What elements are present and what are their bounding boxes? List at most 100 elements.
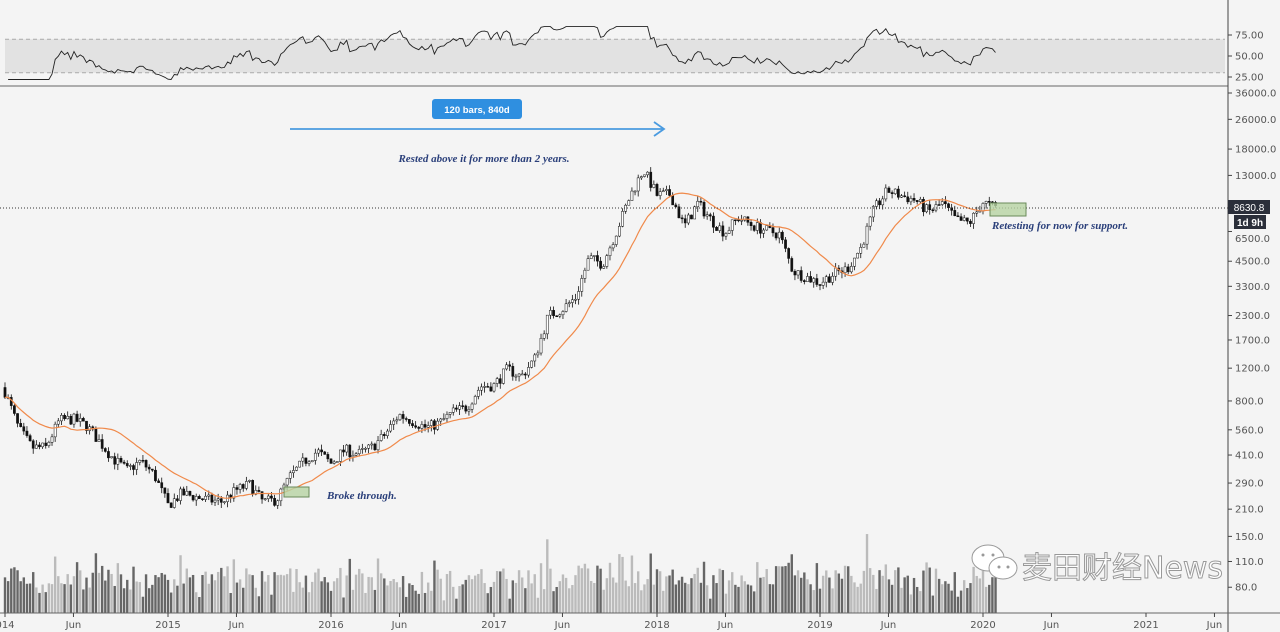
volume-bar (6, 581, 10, 613)
candle-body (583, 269, 587, 279)
candle-body (712, 215, 715, 228)
volume-bar (646, 579, 649, 613)
volume-bar (383, 578, 386, 613)
volume-bar (583, 563, 587, 613)
volume-bars (3, 534, 997, 613)
volume-bar (781, 566, 784, 613)
volume-bar (984, 586, 988, 613)
volume-bar (483, 583, 486, 613)
candle-body (3, 387, 7, 398)
candle-body (956, 215, 960, 218)
volume-bar (210, 574, 214, 613)
volume-bar (10, 568, 13, 613)
candle-body (621, 211, 624, 227)
volume-bar (589, 580, 593, 613)
price-tick-label: 410.0 (1235, 451, 1264, 462)
price-axis[interactable] (1228, 0, 1280, 632)
volume-bar (718, 568, 721, 613)
candle-body (370, 443, 374, 446)
candle-body (382, 434, 386, 436)
candle-body (44, 442, 48, 446)
volume-bar (144, 574, 148, 613)
volume-bar (746, 584, 750, 613)
candle-body (755, 222, 759, 231)
volume-bar (351, 589, 355, 613)
retest-box[interactable] (989, 202, 1027, 217)
volume-bar (323, 577, 326, 613)
volume-bar (19, 581, 22, 613)
candle-body (107, 451, 110, 459)
candle-body (292, 470, 295, 474)
price-tick-label: 36000.0 (1235, 89, 1276, 100)
breakout-box[interactable] (283, 486, 310, 498)
volume-bar (843, 565, 847, 613)
volume-bar (890, 584, 894, 613)
candle-body (793, 271, 797, 276)
measure-label-box[interactable] (432, 99, 522, 119)
volume-bar (599, 568, 602, 613)
candle-body (665, 189, 668, 192)
volume-bar (94, 553, 98, 613)
candle-body (379, 434, 383, 441)
volume-bar (643, 584, 646, 613)
time-axis-ticks[interactable]: 014 Jun 2015 Jun 2016 Jun 2017 Jun 2018 Jun 2019 Ju… (0, 613, 1222, 631)
volume-bar (731, 572, 734, 613)
volume-bar (329, 590, 333, 613)
countdown-badge (1234, 215, 1266, 229)
candle-body (655, 184, 659, 196)
candle-body (141, 459, 145, 462)
volume-bar (276, 575, 279, 613)
candle-body (928, 204, 932, 211)
candle-body (834, 267, 838, 277)
candle-body (66, 415, 70, 420)
volume-bar (320, 581, 323, 613)
volume-bar (470, 579, 474, 613)
candle-body (60, 415, 63, 422)
volume-bar (263, 581, 267, 613)
candle-body (737, 219, 740, 222)
volume-bar (248, 574, 251, 613)
volume-bar (25, 583, 29, 613)
candle-body (658, 191, 662, 196)
volume-bar (307, 592, 311, 613)
candle-body (414, 425, 417, 428)
candle-body (592, 255, 596, 257)
candle-body (856, 253, 859, 259)
candle-body (298, 460, 302, 468)
candle-body (113, 456, 117, 465)
volume-bar (605, 578, 609, 613)
candle-body (730, 219, 734, 231)
time-tick-label: 2018 (644, 620, 669, 631)
candle-body (401, 414, 405, 419)
volume-bar (881, 575, 884, 613)
volume-bar (188, 577, 192, 613)
candle-body (426, 425, 430, 428)
volume-bar (326, 582, 330, 613)
volume-bar (223, 576, 226, 613)
volume-bar (72, 576, 76, 613)
price-tick-label: 6500.0 (1235, 234, 1270, 245)
time-tick-label: Jun (1206, 620, 1223, 631)
volume-bar (596, 565, 599, 613)
candle-body (589, 255, 593, 259)
volume-bar (903, 577, 906, 613)
candle-body (223, 501, 226, 503)
volume-bar (452, 586, 455, 613)
volume-bar (216, 571, 220, 613)
candle-body (871, 206, 875, 218)
price-tick-label: 1700.0 (1235, 335, 1270, 346)
candle-body (743, 216, 747, 221)
volume-bar (912, 577, 916, 613)
candle-body (771, 227, 775, 234)
volume-bar (853, 582, 856, 613)
volume-bar (840, 578, 844, 613)
candle-body (326, 454, 330, 460)
volume-bar (615, 582, 618, 613)
volume-bar (213, 580, 217, 613)
volume-bar (558, 581, 562, 613)
candle-body (342, 449, 345, 453)
candle-body (257, 490, 261, 492)
candle-body (627, 200, 631, 206)
candle-body (502, 368, 505, 384)
